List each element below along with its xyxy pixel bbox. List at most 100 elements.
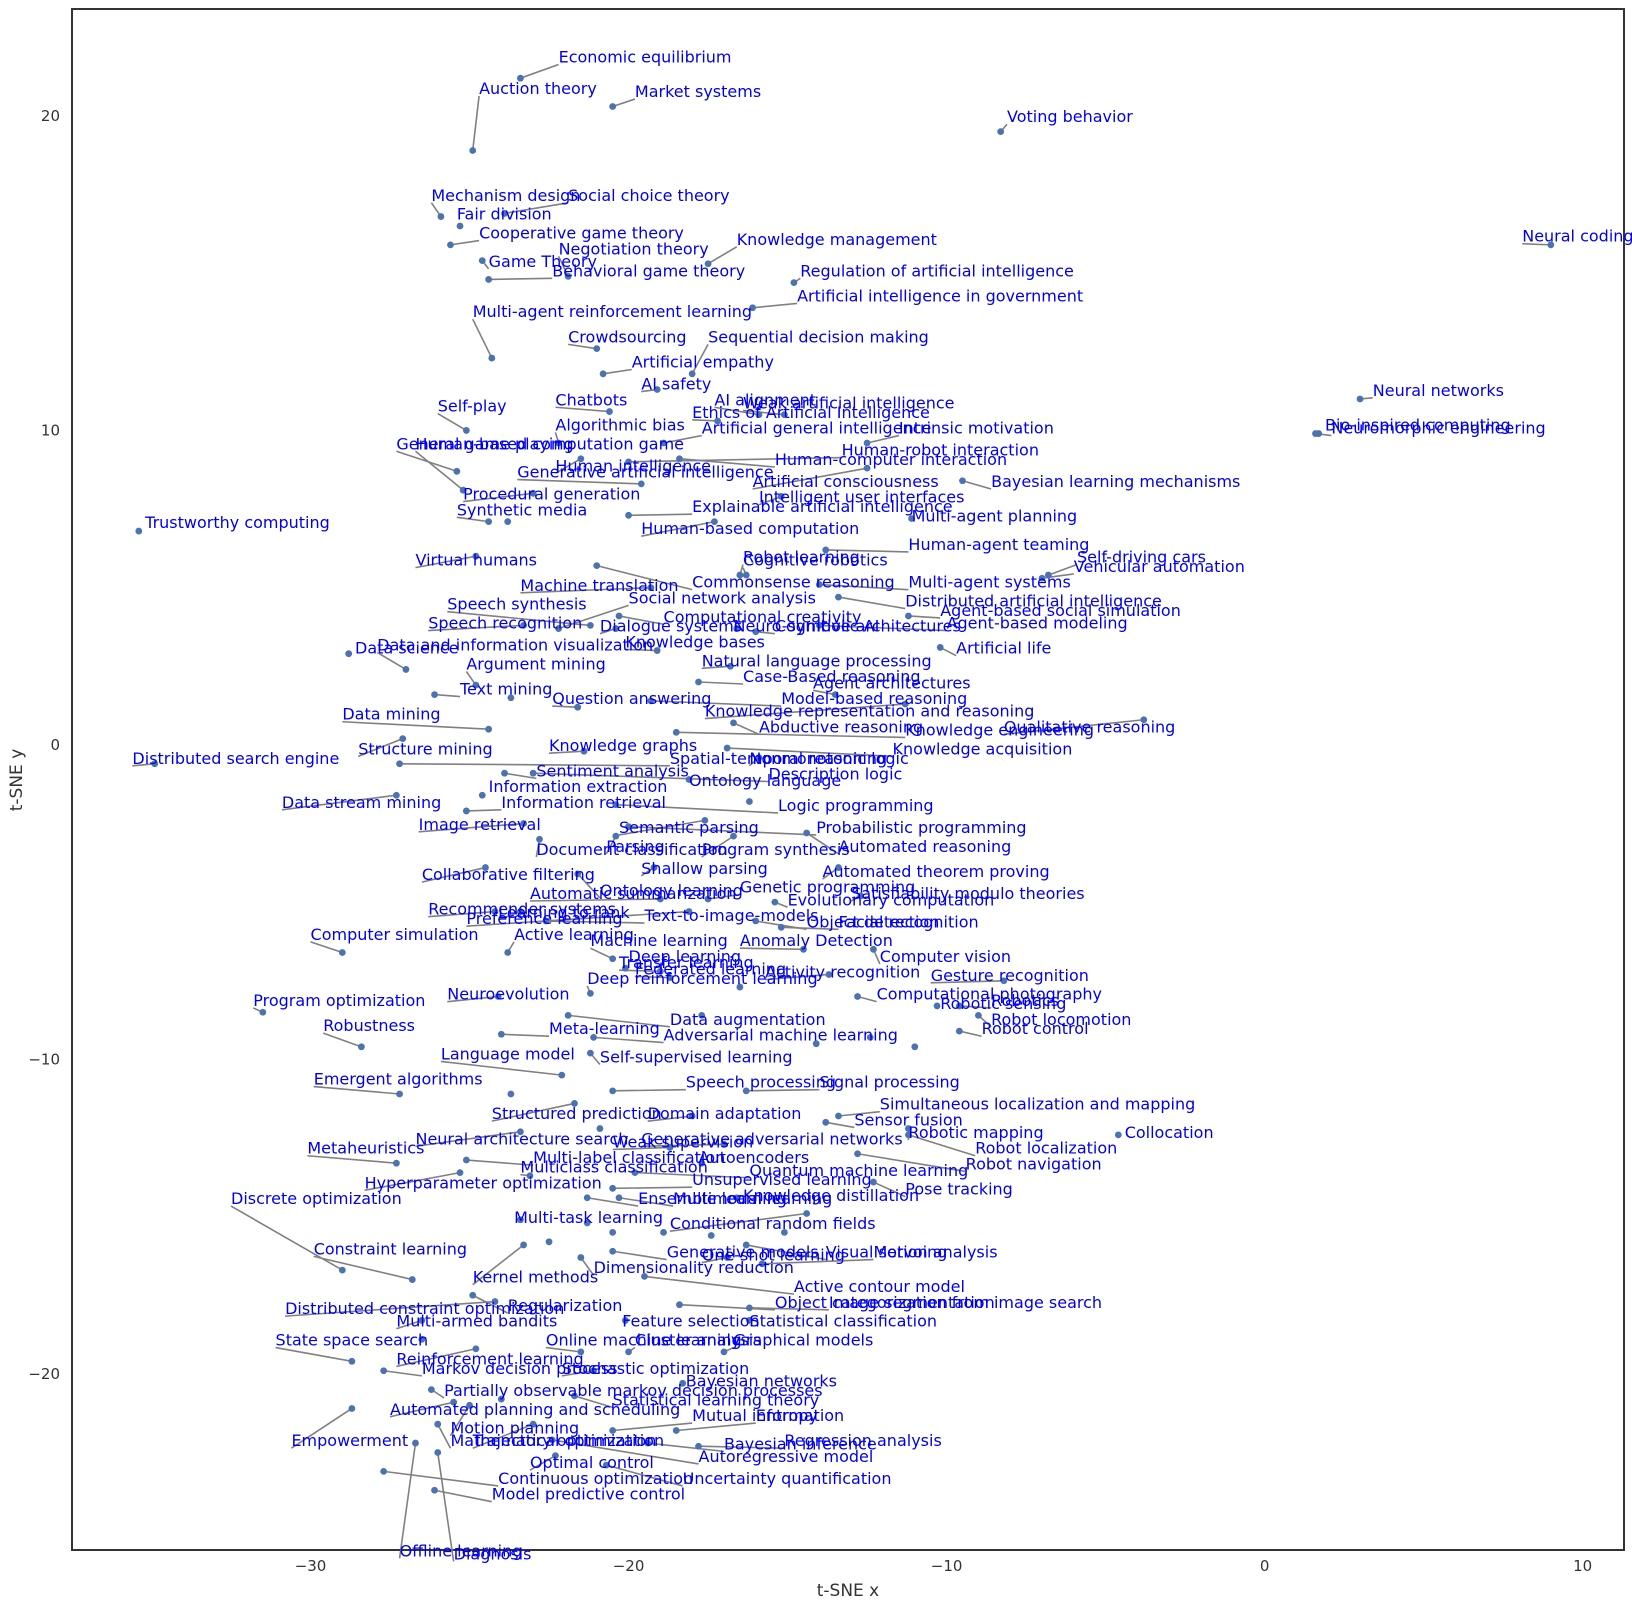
leader-line-hyperparameter-optimization: [364, 1171, 461, 1192]
label-neural-architecture-search: Neural architecture search: [415, 1129, 628, 1148]
leader-line-artificial-intelligence-in-government: [752, 302, 798, 309]
label-speech-synthesis: Speech synthesis: [447, 595, 586, 614]
leader-line-human-agent-teaming: [825, 549, 909, 553]
point-multi-agent-reinforcement-learning: [488, 354, 496, 362]
point-bayesian-learning-mechanisms: [959, 477, 966, 485]
leader-line-question-answering: [552, 705, 578, 708]
label-collaborative-filtering: Collaborative filtering: [422, 865, 595, 884]
point-text-mining: [431, 691, 438, 698]
label-automatic-summarization: Automatic summarization: [530, 884, 736, 903]
point-uncertainty-quantification: [602, 1461, 610, 1469]
plot-frame: [71, 8, 1625, 1551]
point-description-logic: [529, 769, 537, 777]
point-artificial-general-intelligence: [660, 439, 667, 447]
label-qualitative-reasoning: Qualitative reasoning: [1004, 717, 1176, 736]
point-argument-mining: [472, 681, 480, 689]
point-multi-agent-systems: [815, 581, 823, 588]
label-parsing: Parsing: [606, 837, 664, 856]
leader-line-ethics-of-artificial-intelligence: [692, 419, 718, 422]
label-social-network-analysis: Social network analysis: [629, 588, 816, 607]
label-regulation-of-artificial-intelligence: Regulation of artificial intelligence: [800, 261, 1074, 280]
leader-line-dimensionality-reduction: [580, 1257, 595, 1276]
point-graphical-models: [720, 1348, 728, 1356]
point-distributed-search-engine: [151, 760, 159, 768]
label-reinforcement-learning: Reinforcement learning: [396, 1349, 583, 1368]
point-anomaly-detection: [800, 945, 807, 953]
leader-line-adversarial-machine-learning: [593, 1036, 664, 1044]
point-sentiment-analysis: [501, 769, 508, 777]
point-data-augmentation-b: [698, 1011, 706, 1019]
point-deep-reinforcement-learning-b: [736, 983, 744, 991]
point-data-and-information-visualization: [402, 666, 410, 673]
label-neural-networks: Neural networks: [1373, 381, 1504, 400]
point-gesture-recognition: [1000, 977, 1008, 985]
point-deep-learning: [621, 964, 629, 972]
label-synthetic-media: Synthetic media: [457, 500, 587, 519]
point-speech-synthesis: [586, 622, 594, 629]
leader-line-robot-navigation: [857, 1152, 966, 1173]
leader-line-abductive-reasoning: [733, 722, 760, 736]
point-kernel-methods-b: [545, 1238, 553, 1246]
label-multi-armed-bandits: Multi-armed bandits: [396, 1312, 557, 1331]
label-one-shot-learning: One-shot learning: [702, 1246, 845, 1265]
label-robot-control: Robot control: [982, 1019, 1089, 1038]
label-meta-learning: Meta-learning: [549, 1019, 660, 1038]
label-information-retrieval: Information retrieval: [501, 793, 666, 812]
label-dimensionality-reduction: Dimensionality reduction: [594, 1258, 794, 1277]
label-robotics: Robotics: [991, 991, 1059, 1010]
point-automated-reasoning: [803, 829, 811, 837]
leader-line-qualitative-reasoning: [1003, 718, 1144, 736]
point-generative-artificial-intelligence: [637, 480, 645, 488]
label-multi-agent-reinforcement-learning: Multi-agent reinforcement learning: [473, 302, 752, 321]
point-object-detection: [752, 917, 760, 925]
leader-line-genetic-programming: [707, 893, 740, 900]
point-motion-analysis: [758, 1260, 766, 1268]
point-neural-architecture-search: [517, 1128, 524, 1136]
label-knowledge-distillation: Knowledge distillation: [743, 1186, 919, 1205]
label-computer-simulation: Computer simulation: [311, 925, 479, 944]
leader-line-computer-simulation: [310, 941, 343, 954]
point-markov-decision-process: [380, 1367, 388, 1375]
point-conditional-random-fields-e: [780, 1228, 788, 1236]
label-computational-creativity: Computational creativity: [664, 607, 862, 626]
label-fair-division: Fair division: [457, 205, 552, 224]
point-activity-recognition: [825, 971, 833, 978]
x-tick-label: −20: [613, 1557, 645, 1575]
leader-line-artificial-general-intelligence: [663, 434, 702, 444]
leader-line-automated-planning-and-scheduling: [389, 1401, 454, 1418]
label-artificial-empathy: Artificial empathy: [632, 353, 774, 372]
point-behavioral-game-theory: [485, 276, 493, 283]
label-active-contour-model: Active contour model: [794, 1277, 965, 1296]
point-reinforcement-learning: [472, 1345, 480, 1353]
label-metaheuristics: Metaheuristics: [307, 1139, 424, 1158]
label-statistical-classification: Statistical classification: [749, 1312, 937, 1331]
point-cluster-analysis: [625, 1348, 632, 1356]
point-probabilistic-programming: [625, 823, 632, 831]
label-case-based-reasoning: Case-Based reasoning: [743, 667, 920, 686]
point-statistical-learning-theory: [571, 1392, 578, 1400]
point-structured-prediction: [571, 1100, 578, 1107]
point-mutual-information: [609, 1427, 617, 1434]
point-general-game-playing: [453, 467, 461, 475]
point-ai-safety: [653, 386, 661, 393]
leader-line-sentiment-analysis: [504, 772, 537, 780]
point-structured-prediction-b: [596, 1125, 604, 1132]
point-recommender-systems: [491, 908, 499, 915]
label-intelligent-user-interfaces: Intelligent user interfaces: [759, 488, 965, 507]
label-markov-decision-process: Markov decision process: [422, 1359, 618, 1378]
leader-line-neural-coding: [1522, 242, 1551, 246]
label-speech-processing: Speech processing: [686, 1073, 836, 1092]
label-bio-inspired-computing: Bio-inspired computing: [1325, 415, 1511, 434]
leader-line-one-shot-learning: [701, 1256, 728, 1264]
leader-line-mutual-information: [612, 1422, 693, 1432]
point-self-driving-cars: [1044, 571, 1052, 579]
point-robot-locomotion: [974, 1011, 982, 1019]
leader-line-human-robot-interaction: [628, 456, 842, 463]
y-tick-label: −20: [28, 1365, 60, 1383]
leader-line-offline-learning: [398, 1442, 417, 1559]
label-trustworthy-computing: Trustworthy computing: [144, 513, 330, 532]
point-regression-analysis: [695, 1442, 702, 1450]
label-machine-translation: Machine translation: [520, 576, 678, 595]
label-robotic-sensing: Robotic sensing: [940, 994, 1066, 1013]
